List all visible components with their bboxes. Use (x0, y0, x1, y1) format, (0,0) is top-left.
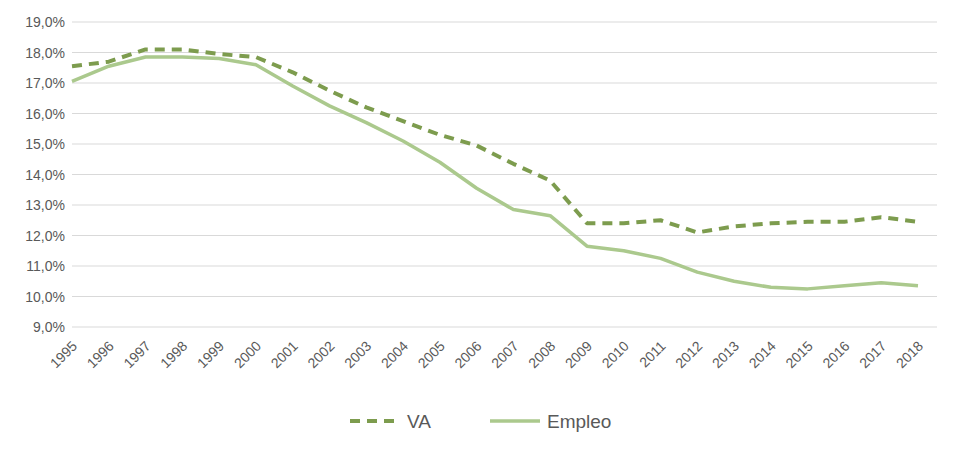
grid-line (72, 266, 937, 267)
x-tick-label: 2012 (672, 338, 705, 371)
x-tick-label: 2017 (856, 338, 889, 371)
plot-area (72, 49, 918, 288)
legend-item: VA (350, 411, 431, 432)
legend-swatch (350, 419, 400, 423)
x-tick-label: 2011 (636, 338, 669, 371)
y-tick-label: 9,0% (33, 319, 65, 335)
x-tick-label: 2010 (599, 338, 632, 371)
legend-swatch (490, 419, 540, 423)
x-tick-label: 2016 (819, 338, 852, 371)
x-tick-label: 2013 (709, 338, 742, 371)
grid-line (72, 235, 937, 236)
legend-label: Empleo (547, 411, 611, 432)
x-tick-label: 1997 (120, 338, 153, 371)
y-tick-label: 11,0% (26, 258, 65, 274)
grid-line (72, 83, 937, 84)
grid-line (72, 113, 937, 114)
y-tick-label: 15,0% (25, 136, 65, 152)
legend-item: Empleo (490, 411, 611, 432)
x-tick-label: 2001 (267, 338, 300, 371)
legend-label: VA (407, 411, 431, 432)
x-tick-label: 2008 (525, 338, 558, 371)
x-tick-label: 2002 (304, 338, 337, 371)
x-tick-label: 2006 (451, 338, 484, 371)
chart: 9,0% 10,0% 11,0% 12,0% 13,0% 14,0% 15,0% 16,0% 1… (0, 0, 959, 451)
y-tick-label: 12,0% (25, 228, 65, 244)
grid-line (72, 174, 937, 175)
y-tick-label: 14,0% (25, 167, 65, 183)
x-tick-label: 2014 (746, 338, 779, 371)
y-tick-label: 18,0% (25, 45, 65, 61)
x-tick-label: 2018 (893, 338, 926, 371)
grid-line (72, 327, 937, 328)
x-tick-label: 2004 (378, 338, 411, 371)
x-tick-label: 1998 (157, 338, 190, 371)
x-tick-label: 1995 (47, 338, 80, 371)
y-tick-label: 16,0% (25, 106, 65, 122)
x-tick-label: 2003 (341, 338, 374, 371)
x-tick-label: 1999 (194, 338, 227, 371)
x-tick-label: 1996 (84, 338, 117, 371)
grid-line (72, 296, 937, 297)
grid-line (72, 144, 937, 145)
x-tick-label: 2015 (782, 338, 815, 371)
y-tick-label: 17,0% (25, 75, 65, 91)
grid-line (72, 52, 937, 53)
grid-line (72, 22, 937, 23)
x-tick-label: 2000 (231, 338, 264, 371)
y-tick-label: 13,0% (25, 197, 65, 213)
x-tick-label: 2005 (415, 338, 448, 371)
series-line (72, 49, 918, 232)
series-line (72, 57, 918, 289)
x-tick-label: 2009 (562, 338, 595, 371)
x-tick-label: 2007 (488, 338, 521, 371)
y-tick-label: 10,0% (25, 289, 65, 305)
y-tick-label: 19,0% (25, 14, 65, 30)
